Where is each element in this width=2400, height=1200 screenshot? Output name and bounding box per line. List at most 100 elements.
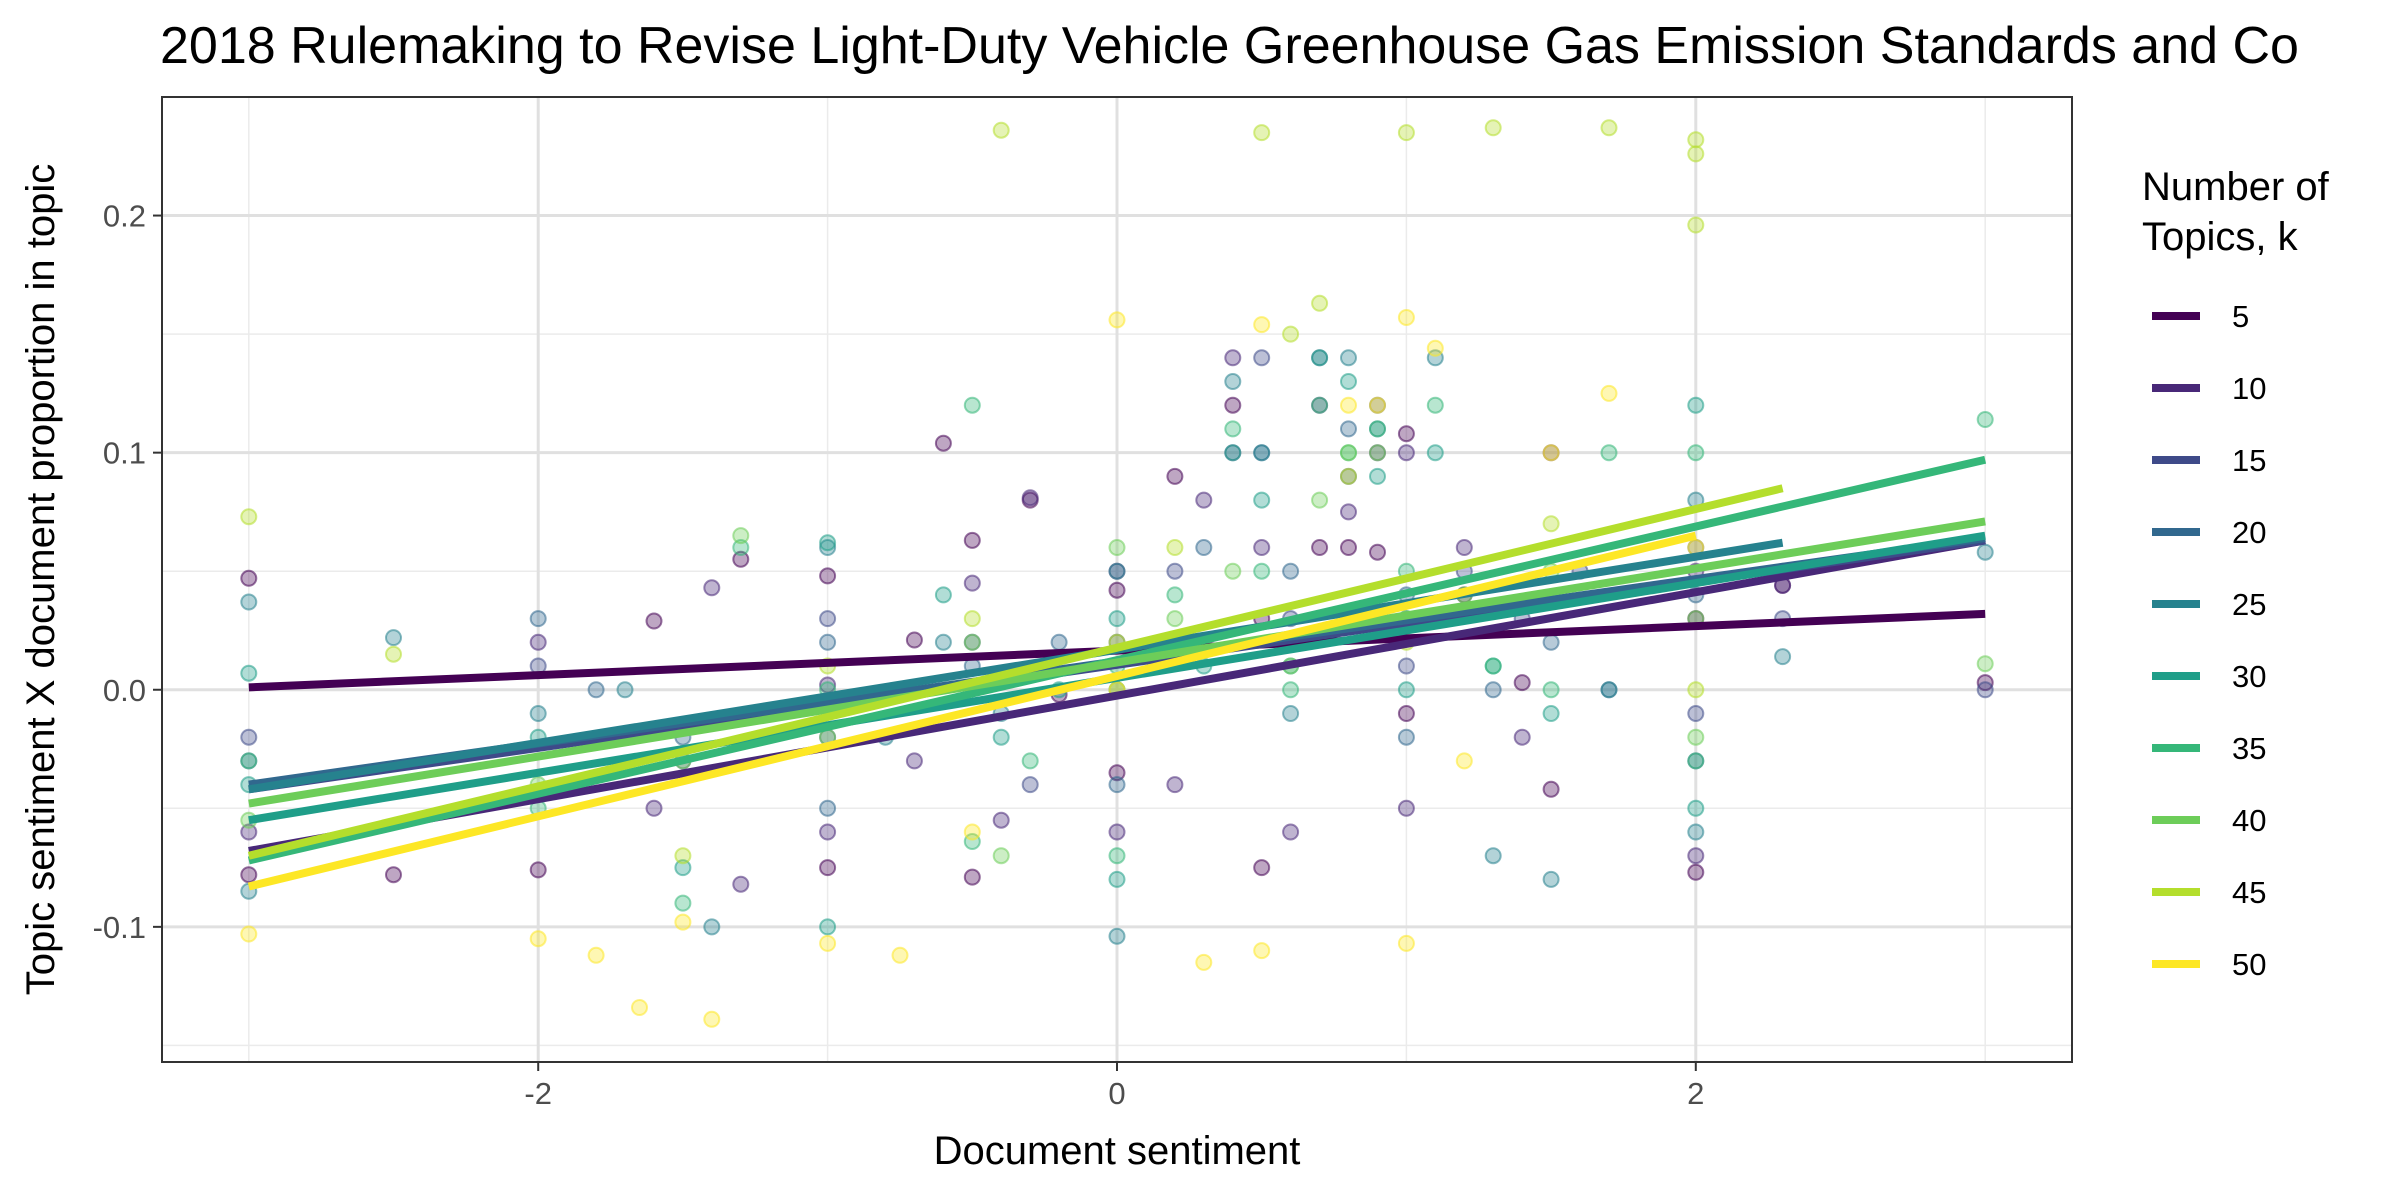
data-point: [1774, 648, 1792, 666]
data-point: [1397, 309, 1415, 326]
data-point: [1108, 581, 1126, 599]
legend-label: 5: [2232, 299, 2249, 334]
data-point: [905, 752, 923, 770]
data-point: [1542, 780, 1560, 798]
data-point: [1050, 633, 1068, 651]
data-point: [1976, 655, 1994, 673]
data-point: [992, 811, 1010, 829]
data-point: [934, 434, 952, 452]
data-point: [1426, 396, 1444, 414]
legend-label: 10: [2232, 371, 2266, 406]
legend-label: 45: [2232, 875, 2266, 910]
data-point: [1311, 539, 1329, 556]
y-tick-label: 0.1: [103, 436, 146, 471]
data-point: [1166, 562, 1184, 580]
fit-line-k-25: [248, 538, 1784, 794]
chart-title: 2018 Rulemaking to Revise Light-Duty Veh…: [160, 17, 2299, 75]
data-point: [934, 633, 952, 651]
data-point: [1253, 942, 1271, 960]
data-point: [963, 574, 981, 592]
data-point: [616, 681, 634, 699]
data-point: [1108, 311, 1126, 329]
data-point: [1253, 444, 1271, 462]
fit-lines: [247, 455, 1987, 891]
data-point: [732, 539, 750, 556]
data-point: [674, 894, 692, 912]
data-point: [1253, 562, 1271, 580]
legend-title: Topics, k: [2142, 215, 2299, 259]
data-point: [905, 631, 923, 649]
data-point: [819, 633, 837, 651]
data-point: [1397, 681, 1415, 699]
data-point: [1108, 562, 1126, 580]
data-point: [1224, 396, 1242, 414]
data-point: [674, 913, 692, 931]
data-point: [819, 934, 837, 952]
data-point: [674, 847, 692, 865]
data-point: [1687, 823, 1705, 841]
data-point: [1166, 610, 1184, 628]
data-point: [631, 999, 648, 1016]
data-point: [240, 508, 258, 526]
data-point: [819, 610, 837, 628]
data-point: [934, 586, 952, 604]
data-point: [529, 633, 547, 651]
data-point: [240, 866, 258, 884]
data-point: [1484, 119, 1502, 137]
data-point: [1166, 586, 1184, 604]
data-point: [1108, 870, 1126, 888]
data-point: [1253, 539, 1271, 556]
data-point: [1600, 119, 1618, 137]
data-point: [674, 859, 692, 877]
data-point: [1311, 294, 1329, 312]
data-point: [529, 930, 547, 948]
data-point: [1513, 674, 1531, 692]
data-point: [1340, 539, 1357, 556]
fit-line-k-50: [247, 531, 1697, 891]
data-point: [1340, 467, 1357, 485]
data-point: [1253, 491, 1271, 509]
data-point: [385, 866, 402, 884]
data-point: [1484, 847, 1502, 865]
y-tick-label: -0.1: [93, 910, 146, 945]
data-point: [1224, 444, 1242, 462]
data-point: [1021, 752, 1039, 770]
data-point: [1340, 396, 1357, 414]
fit-line-k-40: [248, 517, 1986, 808]
data-point: [1542, 681, 1560, 699]
data-point: [1542, 444, 1560, 462]
data-point: [1340, 444, 1357, 462]
data-point: [1195, 539, 1213, 556]
data-point: [1021, 489, 1039, 507]
data-point: [1687, 847, 1705, 865]
data-point: [1484, 681, 1502, 699]
fit-line-k-45: [247, 484, 1784, 860]
data-point: [1687, 396, 1705, 414]
data-point: [587, 681, 605, 699]
data-point: [1282, 562, 1300, 580]
data-point: [1513, 728, 1531, 746]
data-point: [819, 859, 837, 877]
legend-label: 35: [2232, 731, 2266, 766]
data-point: [1108, 610, 1126, 628]
data-point: [1484, 657, 1502, 675]
data-point: [1542, 633, 1560, 651]
data-point: [819, 823, 837, 841]
legend-label: 30: [2232, 659, 2266, 694]
legend: Number of Topics, k 5 10 15 20 25 30 35 40 45 50: [2142, 165, 2330, 982]
data-point: [1369, 467, 1386, 485]
y-tick-label: 0.0: [103, 673, 146, 708]
data-point: [385, 629, 402, 647]
axes: -2 0 2 -0.1 0.0 0.1 0.2: [93, 199, 1705, 1111]
data-point: [703, 918, 721, 936]
data-point: [732, 550, 750, 568]
data-point: [992, 847, 1010, 865]
data-point: [240, 593, 258, 611]
data-point: [963, 396, 981, 414]
data-point: [1282, 705, 1300, 722]
x-axis-title: Document sentiment: [934, 1129, 1301, 1173]
data-point: [1397, 799, 1415, 817]
data-point: [1166, 776, 1184, 794]
data-point: [1455, 752, 1473, 770]
data-point: [240, 752, 258, 770]
